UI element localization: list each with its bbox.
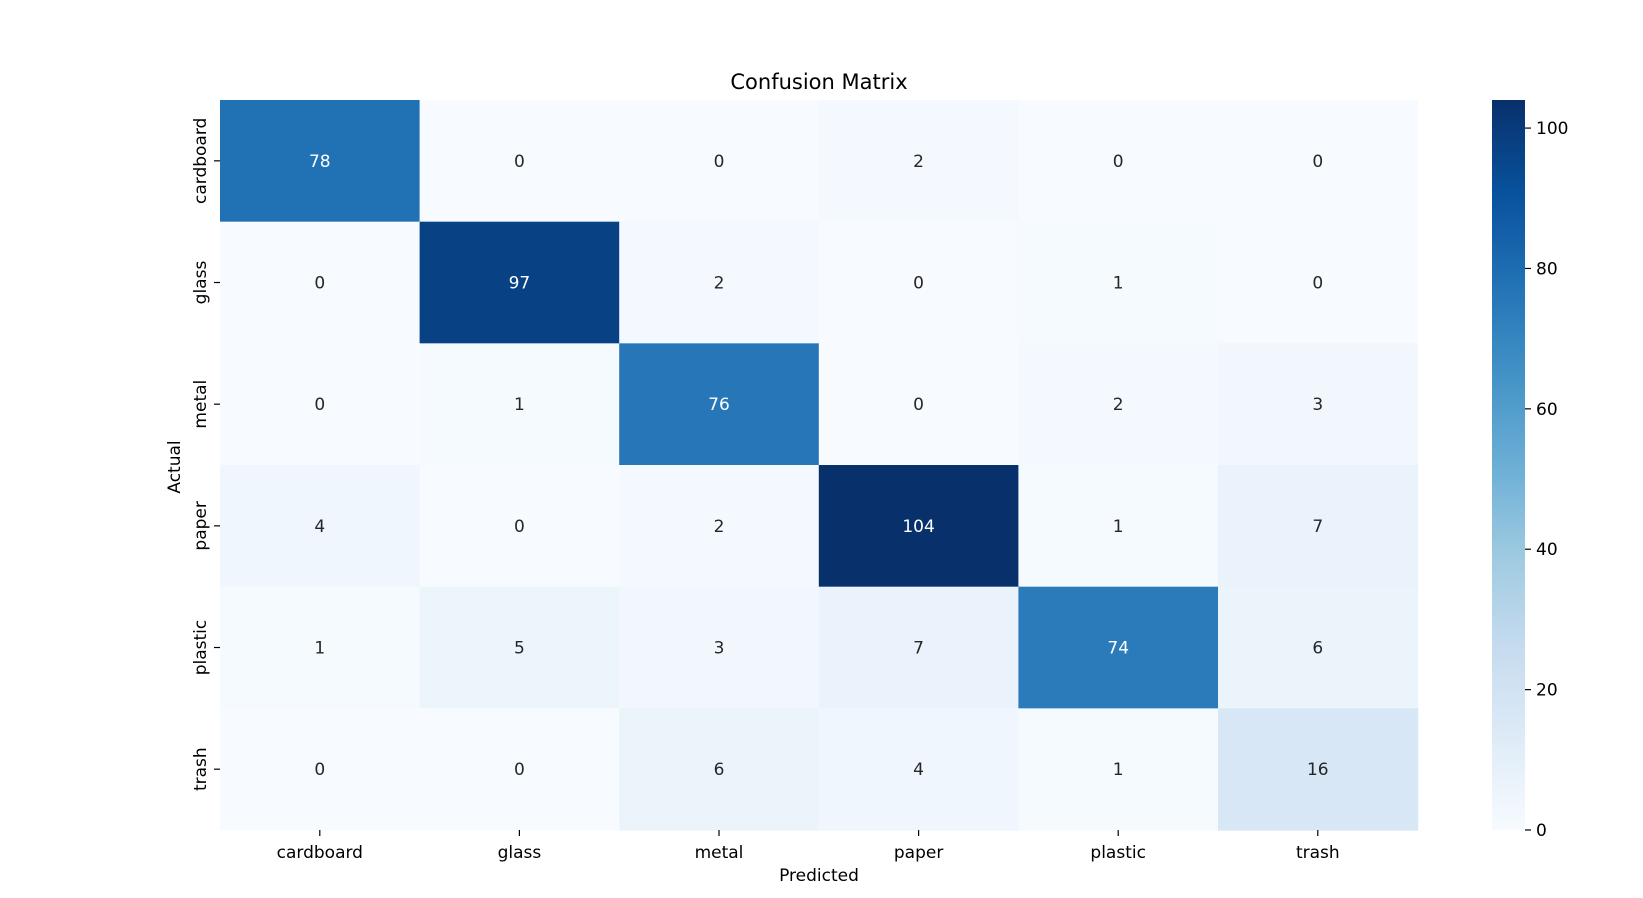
x-tick-label: trash: [1296, 843, 1340, 863]
cell-value-label: 0: [514, 152, 525, 172]
colorbar-ticks: 0 20 40 60 80 100: [1525, 119, 1568, 841]
cell-value-label: 6: [1312, 639, 1323, 659]
cell-value-label: 1: [1113, 760, 1124, 780]
x-axis-ticks: cardboard glass metal paper plastic trash: [277, 830, 1340, 863]
y-tick-label: plastic: [191, 620, 211, 676]
y-tick-label: glass: [191, 261, 211, 305]
colorbar-tick-label: 40: [1536, 540, 1558, 560]
colorbar-tick-label: 80: [1536, 259, 1558, 279]
x-tick-label: paper: [894, 843, 943, 863]
heatmap-cell: [1218, 586, 1419, 709]
cell-value-label: 0: [314, 760, 325, 780]
colorbar-tick-label: 60: [1536, 400, 1558, 420]
cell-value-label: 1: [514, 395, 525, 415]
cell-value-label: 3: [1312, 395, 1323, 415]
heatmap-cells: 78 0 0 2 0 0 0 97 2 0 1 0 0 1 76 0 2 3 4 0 2 104 1 7 1 5 3 7 74 6 0 0 6 4…: [220, 100, 1419, 831]
colorbar-tick-label: 20: [1536, 681, 1558, 701]
heatmap-cell: [1218, 221, 1419, 344]
cell-value-label: 1: [314, 639, 325, 659]
cell-value-label: 104: [902, 517, 934, 537]
heatmap-cell: [1218, 100, 1419, 223]
heatmap-cell: [220, 586, 421, 709]
y-tick-label: metal: [191, 380, 211, 429]
cell-value-label: 0: [314, 395, 325, 415]
heatmap-cell: [419, 343, 620, 466]
heatmap-cell: [1018, 100, 1219, 223]
cell-value-label: 76: [708, 395, 730, 415]
y-axis-ticks: cardboard glass metal paper plastic trash: [191, 118, 220, 791]
cell-value-label: 0: [1113, 152, 1124, 172]
x-tick-label: plastic: [1090, 843, 1146, 863]
cell-value-label: 2: [1113, 395, 1124, 415]
heatmap-cell: [419, 221, 620, 344]
cell-value-label: 4: [913, 760, 924, 780]
cell-value-label: 1: [1113, 274, 1124, 294]
cell-value-label: 4: [314, 517, 325, 537]
heatmap-cell: [1018, 708, 1219, 831]
heatmap-cell: [1018, 343, 1219, 466]
heatmap-cell: [419, 100, 620, 223]
heatmap-cell: [818, 343, 1019, 466]
heatmap-cell: [220, 708, 421, 831]
cell-value-label: 0: [714, 152, 725, 172]
cell-value-label: 2: [714, 274, 725, 294]
y-axis-label: Actual: [165, 440, 185, 493]
cell-value-label: 2: [714, 517, 725, 537]
y-tick-label: trash: [191, 747, 211, 791]
heatmap-cell: [1218, 708, 1419, 831]
x-tick-label: metal: [695, 843, 744, 863]
x-tick-label: cardboard: [277, 843, 363, 863]
y-tick-label: paper: [191, 501, 211, 550]
heatmap-cell: [818, 100, 1019, 223]
heatmap-cell: [1018, 221, 1219, 344]
heatmap-cell: [220, 465, 421, 588]
heatmap-cell: [619, 100, 820, 223]
heatmap-cell: [619, 343, 820, 466]
heatmap-cell: [419, 708, 620, 831]
y-tick-label: cardboard: [191, 118, 211, 204]
colorbar-tick-label: 100: [1536, 119, 1568, 139]
heatmap-cell: [220, 343, 421, 466]
colorbar: [1492, 100, 1525, 830]
x-tick-label: glass: [498, 843, 542, 863]
cell-value-label: 0: [514, 760, 525, 780]
cell-value-label: 0: [1312, 274, 1323, 294]
heatmap-cell: [619, 708, 820, 831]
heatmap-cell: [1218, 465, 1419, 588]
heatmap-cell: [818, 586, 1019, 709]
heatmap-cell: [818, 465, 1019, 588]
cell-value-label: 2: [913, 152, 924, 172]
x-axis-label: Predicted: [779, 866, 859, 886]
cell-value-label: 0: [514, 517, 525, 537]
heatmap-cell: [1018, 586, 1219, 709]
heatmap-cell: [619, 586, 820, 709]
cell-value-label: 0: [314, 274, 325, 294]
cell-value-label: 3: [714, 639, 725, 659]
heatmap-cell: [818, 221, 1019, 344]
heatmap-cell: [1218, 343, 1419, 466]
cell-value-label: 6: [714, 760, 725, 780]
cell-value-label: 74: [1107, 639, 1129, 659]
cell-value-label: 1: [1113, 517, 1124, 537]
cell-value-label: 0: [1312, 152, 1323, 172]
cell-value-label: 7: [1312, 517, 1323, 537]
heatmap-cell: [1018, 465, 1219, 588]
cell-value-label: 97: [509, 274, 531, 294]
cell-value-label: 0: [913, 274, 924, 294]
heatmap-cell: [818, 708, 1019, 831]
cell-value-label: 78: [309, 152, 331, 172]
heatmap-cell: [419, 465, 620, 588]
cell-value-label: 16: [1307, 760, 1329, 780]
cell-value-label: 0: [913, 395, 924, 415]
colorbar-tick-label: 0: [1536, 821, 1547, 841]
cell-value-label: 7: [913, 639, 924, 659]
heatmap-cell: [220, 100, 421, 223]
heatmap-cell: [619, 221, 820, 344]
heatmap-cell: [619, 465, 820, 588]
chart-title: Confusion Matrix: [730, 70, 907, 94]
heatmap-cell: [419, 586, 620, 709]
cell-value-label: 5: [514, 639, 525, 659]
heatmap-cell: [220, 221, 421, 344]
